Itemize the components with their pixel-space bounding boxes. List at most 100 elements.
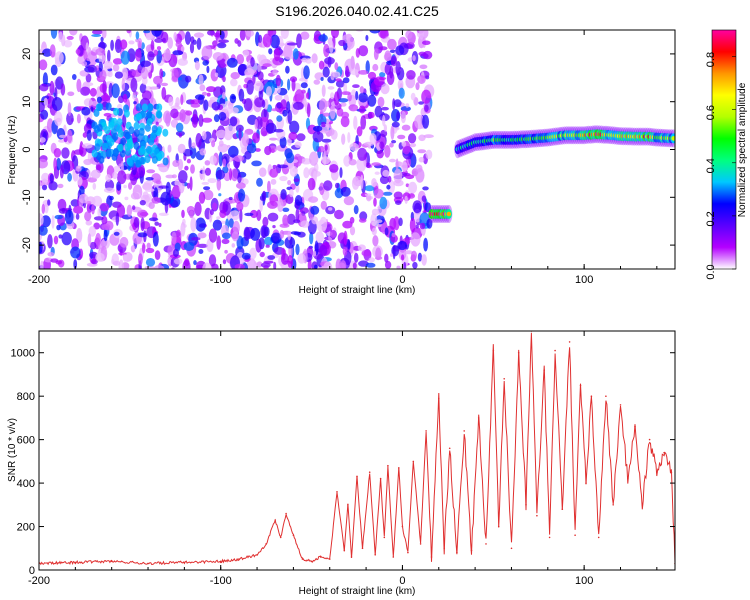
spectrogram-noise-cell — [287, 255, 294, 268]
snr-point — [443, 547, 446, 550]
x-tick-label: 0 — [399, 274, 405, 286]
spectrogram-noise-cell — [123, 184, 127, 189]
spectrogram-noise-cell — [376, 149, 384, 159]
spectrogram-noise-cell — [103, 187, 115, 193]
spectrogram-noise-cell — [415, 82, 420, 91]
spectrogram-noise-cell — [221, 232, 231, 240]
spectrogram-noise-cell — [50, 64, 58, 76]
spectrogram-noise-cell — [371, 178, 377, 188]
spectrogram-noise-cell — [145, 145, 152, 154]
spectrogram-noise-cell — [340, 260, 347, 269]
spectrogram-noise-cell — [173, 258, 183, 265]
spectrogram-noise-cell — [343, 155, 351, 167]
spectrogram-noise-cell — [218, 111, 227, 121]
spectrogram-noise-cell — [184, 31, 191, 45]
spectrogram-noise-cell — [151, 155, 158, 164]
spectrogram-noise-cell — [289, 188, 294, 198]
spectrogram-noise-cell — [218, 140, 224, 147]
spectrogram-noise-cell — [67, 129, 73, 143]
spectrogram-noise-cell — [106, 141, 112, 149]
snr-point — [274, 519, 277, 521]
spectrogram-noise-cell — [250, 227, 261, 241]
spectrogram-noise-cell — [365, 262, 376, 268]
spectrogram-noise-cell — [397, 240, 408, 251]
snr-point — [292, 534, 295, 536]
spectrogram-noise-cell — [192, 39, 197, 45]
spectrogram-noise-cell — [353, 115, 358, 130]
snr-x-label: Height of straight line (km) — [299, 586, 416, 597]
snr-point — [238, 558, 240, 560]
snr-point — [412, 460, 415, 463]
spectrogram-noise-cell — [403, 250, 414, 255]
spectrogram-noise-cell — [208, 254, 217, 267]
spectrogram-noise-cell — [228, 196, 233, 201]
spectrogram-noise-cell — [268, 48, 273, 55]
spectrogram-noise-cell — [168, 96, 174, 107]
spectrogram-noise-cell — [335, 80, 345, 88]
spectrogram-noise-cell — [258, 34, 263, 43]
spectrogram-noise-cell — [348, 159, 357, 166]
spectrogram-noise-cell — [117, 143, 124, 152]
spectrogram-noise-cell — [387, 38, 397, 50]
spectrogram-noise-cell — [355, 90, 359, 101]
snr-point — [470, 549, 473, 552]
spectrogram-noise-cell — [140, 60, 151, 67]
snr-point — [641, 504, 644, 506]
spectrogram-noise-cell — [249, 247, 257, 260]
spectrogram-noise-cell — [112, 147, 119, 156]
snr-point — [525, 504, 527, 506]
snr-point — [585, 482, 587, 484]
spectrogram-noise-cell — [73, 149, 84, 155]
spectrogram-noise-cell — [292, 48, 299, 60]
spectrogram-noise-cell — [257, 54, 262, 62]
spectrogram-noise-cell — [116, 118, 123, 127]
spectrogram-noise-cell — [412, 200, 423, 214]
spectrogram-noise-cell — [144, 265, 155, 269]
spectrogram-noise-cell — [229, 168, 233, 181]
snr-point — [590, 395, 593, 398]
spectrogram-y-ticks: -20 -10 0 10 20 — [21, 48, 675, 253]
spectrogram-noise-cell — [94, 143, 101, 152]
spectrogram-noise-cell — [280, 253, 289, 265]
spectrogram-noise-cell — [51, 97, 63, 111]
spectrogram-noise-cell — [190, 217, 197, 232]
spectrogram-noise-cell — [189, 210, 194, 219]
spectrogram-noise-cell — [384, 253, 389, 263]
snr-point — [328, 558, 331, 560]
spectrogram-noise-cell — [323, 43, 330, 58]
spectrogram-noise-cell — [100, 36, 104, 42]
spectrogram-noise-cell — [238, 127, 242, 141]
spectrogram-noise-cell — [294, 82, 301, 91]
spectrogram-noise-cell — [266, 86, 272, 97]
snr-point — [398, 467, 400, 469]
spectrogram-noise-cell — [301, 57, 308, 63]
spectrogram-noise-cell — [270, 148, 275, 153]
spectrogram-noise-cell — [160, 191, 171, 206]
spectrogram-noise-cell — [309, 151, 319, 166]
spectrogram-noise-cell — [127, 158, 134, 167]
spectrogram-noise-cell — [333, 91, 340, 106]
spectrogram-noise-cell — [147, 103, 154, 112]
snr-point — [670, 471, 673, 474]
spectrogram-noise-cell — [340, 102, 347, 107]
spectrogram-noise-cell — [356, 126, 363, 137]
spectrogram-noise-cell — [49, 173, 54, 183]
spectrogram-noise-cell — [319, 98, 327, 113]
spectrogram-noise-cell — [265, 244, 270, 248]
spectrogram-noise-cell — [238, 188, 246, 202]
figure-title: S196.2026.040.02.41.C25 — [275, 3, 439, 19]
spectrogram-noise-cell — [232, 220, 240, 235]
spectrogram-noise-cell — [255, 31, 260, 47]
spectrogram-noise-cell — [365, 162, 371, 168]
spectrogram-noise-cell — [310, 205, 320, 215]
spectrogram-noise-cell — [233, 155, 244, 162]
spectrogram-noise-cell — [247, 260, 256, 269]
spectrogram-noise-cell — [96, 96, 102, 104]
spectrogram-noise-cell — [148, 137, 155, 146]
spectrogram-noise-cell — [396, 265, 401, 269]
colorbar-gradient — [711, 29, 737, 270]
spectrogram-noise-cell — [357, 244, 366, 252]
spectrogram-noise-cell — [203, 186, 211, 191]
spectrogram-noise-cell — [67, 91, 75, 97]
snr-point — [392, 556, 395, 558]
